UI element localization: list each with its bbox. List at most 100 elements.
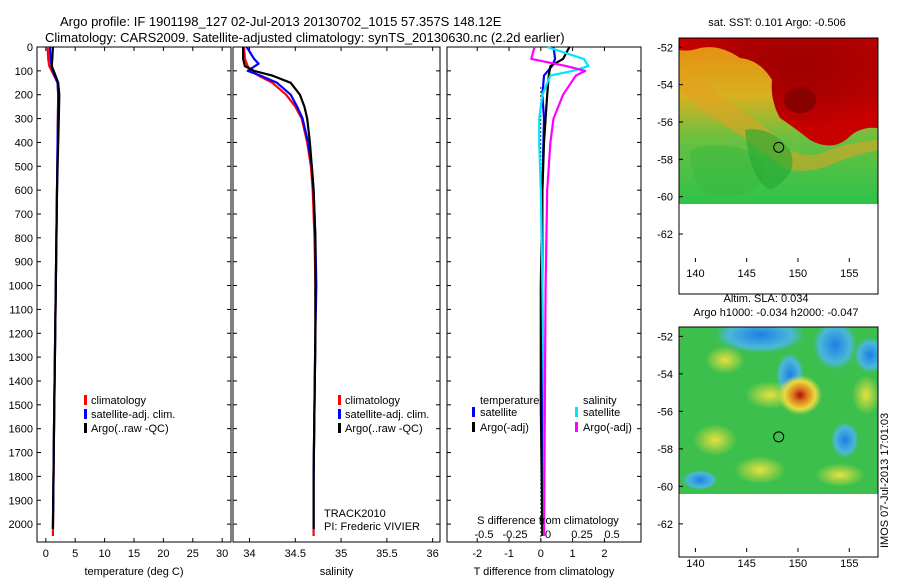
x-tick-label: 34.5: [285, 548, 306, 560]
x-tick-label: 0: [538, 548, 544, 560]
y-tick-label: 1000: [9, 281, 33, 293]
y-tick-label: 1600: [9, 424, 33, 436]
legend-label: climatology: [91, 395, 147, 407]
legend-swatch: [472, 422, 475, 432]
difference-panel: -2 -1 0 1 2 T difference from climatology temp…: [446, 45, 642, 578]
legend-swatch: [338, 423, 341, 433]
x-tick-label: 25: [187, 548, 199, 560]
y-tick-label: 800: [15, 233, 33, 245]
map-x-tick-label: 155: [840, 268, 858, 280]
y-tick-label: 300: [15, 114, 33, 126]
y-tick-label: 1800: [9, 471, 33, 483]
y-tick-label: 1100: [9, 304, 33, 316]
series-salinity-satellite: [538, 45, 590, 536]
x-tick-label: 36: [427, 548, 439, 560]
y-tick-label: 900: [15, 257, 33, 269]
x-tick-label: -1: [504, 548, 514, 560]
map-y-tick-label: -52: [657, 42, 673, 54]
legend-label: satellite: [480, 407, 517, 419]
argo-location-marker: [773, 141, 785, 153]
map-y-tick-label: -60: [657, 192, 673, 204]
series-argo-raw-qc-: [242, 47, 317, 529]
top-tick-label: 0: [545, 529, 551, 541]
y-tick-label: 1500: [9, 400, 33, 412]
x-tick-label: 10: [98, 548, 110, 560]
legend-swatch: [338, 395, 341, 405]
legend-label: Argo(-adj): [480, 422, 529, 434]
y-tick-label: 200: [15, 90, 33, 102]
y-tick-label: 500: [15, 161, 33, 173]
x-tick-label: 34: [243, 548, 255, 560]
sla-map-title: Altim. SLA: 0.034: [724, 293, 809, 305]
sla-map-subtitle: Argo h1000: -0.034 h2000: -0.047: [693, 307, 858, 319]
x-tick-label: 35: [335, 548, 347, 560]
series-argo-raw-qc-: [50, 46, 61, 529]
map-y-tick-label: -60: [657, 481, 673, 493]
legend-label: satellite-adj. clim.: [91, 409, 175, 421]
map-x-tick-label: 140: [686, 558, 704, 570]
legend-swatch: [84, 423, 87, 433]
x-axis-label: salinity: [320, 566, 354, 578]
x-tick-label: 0: [43, 548, 49, 560]
x-axis-label: T difference from climatology: [474, 566, 615, 578]
x-tick-label: 5: [72, 548, 78, 560]
track-annotation: TRACK2010: [324, 508, 386, 520]
plot-frame: [36, 46, 232, 543]
top-axis-label: S difference from climatology: [477, 515, 619, 527]
y-tick-label: 400: [15, 137, 33, 149]
header-line-1: Argo profile: IF 1901198_127 02-Jul-2013…: [60, 14, 502, 29]
y-tick-label: 1400: [9, 376, 33, 388]
top-tick-label: -0.5: [475, 529, 494, 541]
legend-swatch: [84, 395, 87, 405]
map-y-tick-label: -54: [657, 369, 673, 381]
y-tick-label: 0: [27, 42, 33, 54]
x-tick-label: 2: [601, 548, 607, 560]
legend-swatch: [472, 407, 475, 417]
sst-map-frame: [678, 37, 879, 295]
legend-swatch: [338, 409, 341, 419]
series-salinity-argo-adj-: [530, 46, 587, 537]
map-y-tick-label: -56: [657, 117, 673, 129]
x-tick-label: -2: [472, 548, 482, 560]
legend-swatch: [575, 422, 578, 432]
legend-group-title: salinity: [583, 395, 617, 407]
legend-label: satellite: [583, 407, 620, 419]
salinity-panel: 34 34.5 35 35.5 36 salinity climatology satelli…: [232, 46, 441, 578]
sla-map-frame: [678, 326, 879, 558]
map-y-tick-label: -62: [657, 229, 673, 241]
x-tick-label: 35.5: [376, 548, 397, 560]
x-tick-label: 15: [128, 548, 140, 560]
top-tick-label: 0.5: [604, 529, 619, 541]
legend-label: Argo(..raw -QC): [345, 423, 423, 435]
sst-map: sat. SST: 0.101 Argo: -0.506 140 145 150 15…: [657, 17, 879, 295]
y-tick-label: 1900: [9, 495, 33, 507]
y-tick-label: 1300: [9, 352, 33, 364]
legend-swatch: [84, 409, 87, 419]
map-y-tick-label: -52: [657, 331, 673, 343]
legend-label: Argo(..raw -QC): [91, 423, 169, 435]
map-y-tick-label: -62: [657, 519, 673, 531]
map-x-tick-label: 155: [840, 558, 858, 570]
map-x-tick-label: 145: [738, 558, 756, 570]
legend-swatch: [575, 407, 578, 417]
map-x-tick-label: 140: [686, 268, 704, 280]
top-tick-label: -0.25: [502, 529, 527, 541]
legend-label: Argo(-adj): [583, 422, 632, 434]
map-x-tick-label: 145: [738, 268, 756, 280]
y-tick-label: 700: [15, 209, 33, 221]
y-tick-label: 1700: [9, 448, 33, 460]
map-y-tick-label: -56: [657, 406, 673, 418]
legend-label: climatology: [345, 395, 401, 407]
x-axis-label: temperature (deg C): [84, 566, 183, 578]
top-tick-label: 0.25: [571, 529, 592, 541]
imos-stamp: IMOS 07-Jul-2013 17:01:03: [879, 413, 891, 548]
map-x-tick-label: 150: [789, 268, 807, 280]
y-tick-label: 1200: [9, 328, 33, 340]
map-y-tick-label: -54: [657, 80, 673, 92]
plot-frame: [232, 46, 441, 543]
map-y-tick-label: -58: [657, 444, 673, 456]
map-y-tick-label: -58: [657, 154, 673, 166]
x-tick-label: 30: [216, 548, 228, 560]
argo-location-marker: [773, 431, 785, 443]
